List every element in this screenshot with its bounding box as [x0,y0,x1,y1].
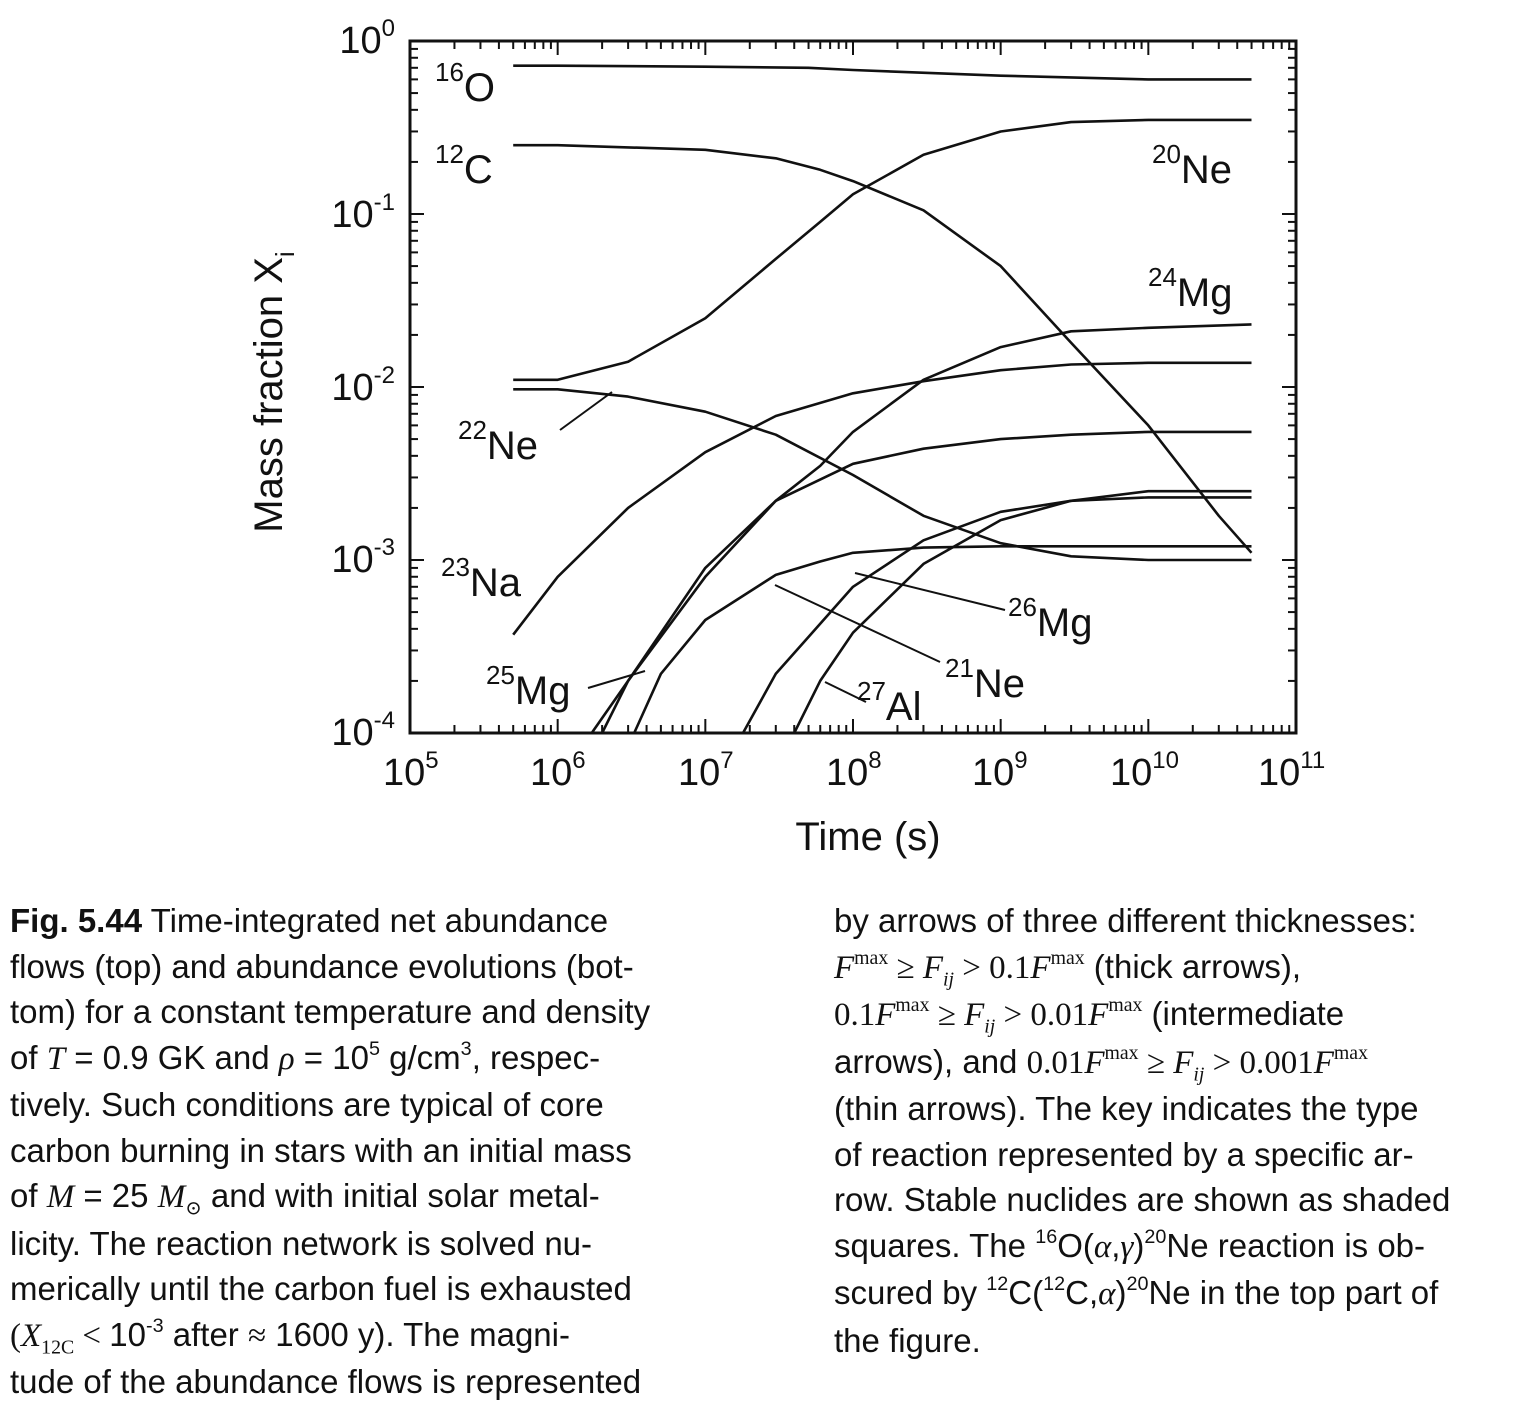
leader-26mg [854,572,1006,611]
caption-line: squares. The 16O(α,γ)20Ne reaction is ob… [834,1225,1426,1265]
label-27al: 27Al [857,676,922,729]
y-tick-label: 10-3 [331,534,395,581]
caption-line: of T = 0.9 GK and ρ = 105 g/cm3, respec- [10,1037,601,1077]
caption-line: tively. Such conditions are typical of c… [10,1086,604,1123]
series-labels: 16O 12C 20Ne 24Mg 22Ne 23Na 26Mg 25Mg 21… [435,57,1233,729]
y-axis-tick-labels: 100 10-1 10-2 10-3 10-4 [331,15,395,754]
caption-line: (X12C < 10-3 after ≈ 1600 y). The magni- [10,1314,570,1359]
y-axis-label: Mass fraction Xi [247,251,300,532]
caption-line: arrows), and 0.01Fmax ≥ Fij > 0.001Fmax [834,1041,1368,1086]
label-25mg: 25Mg [486,660,571,713]
series-line-23na [512,361,1252,636]
caption-line: Fig. 5.44 Time-integrated net abundance [10,902,609,939]
label-12c: 12C [435,139,493,192]
label-22ne: 22Ne [458,415,538,468]
figure-caption-left: Fig. 5.44 Time-integrated net abundance … [10,898,750,1405]
caption-line: scured by 12C(12C,α)20Ne in the top part… [834,1273,1439,1312]
x-tick-label: 109 [972,747,1028,794]
leader-22ne [559,391,613,431]
label-21ne: 21Ne [945,653,1025,706]
series-line-16o [513,64,1252,81]
x-tick-label: 107 [678,747,734,794]
series-line-12c [513,143,1253,554]
label-24mg: 24Mg [1148,262,1233,315]
caption-line: flows (top) and abundance evolutions (bo… [10,947,634,985]
x-tick-label: 108 [826,747,882,794]
series-lines [512,64,1253,734]
y-tick-label: 10-2 [331,362,395,409]
x-axis-tick-labels: 105 106 107 108 109 1010 1011 [383,747,1325,794]
y-tick-label: 10-1 [331,189,395,236]
caption-line: merically until the carbon fuel is exhau… [10,1270,632,1307]
label-26mg: 26Mg [1008,592,1093,645]
series-line-22ne [513,388,1252,562]
leader-25mg [587,670,646,689]
caption-line: of reaction represented by a specific ar… [834,1135,1414,1173]
caption-line: row. Stable nuclides are shown as shaded [834,1181,1451,1218]
caption-line: (thin arrows). The key indicates the typ… [834,1090,1419,1127]
x-tick-label: 105 [383,747,439,794]
series-line-21ne [633,545,1252,734]
series-line-24mg [590,323,1252,734]
caption-line: licity. The reaction network is solved n… [10,1224,593,1262]
caption-line: Fmax ≥ Fij > 0.1Fmax (thick arrows), [834,946,1301,991]
caption-line: carbon burning in stars with an initial … [10,1131,632,1169]
caption-line: tude of the abundance flows is represent… [10,1363,642,1400]
axis-ticks [409,40,1297,734]
y-tick-label: 100 [339,15,395,62]
figure-label: Fig. 5.44 [10,902,143,939]
series-line-20ne [513,118,1252,382]
abundance-chart: 100 10-1 10-2 10-3 10-4 105 106 107 108 … [247,15,1325,859]
leader-27al [824,681,867,703]
label-leader-lines [559,391,1006,703]
x-tick-label: 1011 [1258,747,1325,794]
caption-line: tom) for a constant temperature and dens… [10,993,651,1030]
series-line-26mg [741,496,1252,734]
caption-line: 0.1Fmax ≥ Fij > 0.01Fmax (intermediate [834,994,1345,1038]
figure-caption-right: by arrows of three different thicknesses… [834,898,1534,1363]
x-tick-label: 106 [530,747,586,794]
x-axis-label: Time (s) [795,815,940,859]
label-20ne: 20Ne [1152,139,1232,192]
label-23na: 23Na [441,552,522,605]
series-line-27al [793,489,1252,734]
y-tick-label: 10-4 [331,707,395,754]
x-tick-label: 1010 [1110,747,1179,794]
label-16o: 16O [435,57,495,110]
series-line-25mg [600,430,1252,734]
caption-line: of M = 25 M⊙ and with initial solar meta… [10,1177,600,1220]
caption-line: by arrows of three different thicknesses… [834,902,1417,939]
leader-21ne [774,584,941,663]
caption-line: the figure. [834,1321,981,1359]
